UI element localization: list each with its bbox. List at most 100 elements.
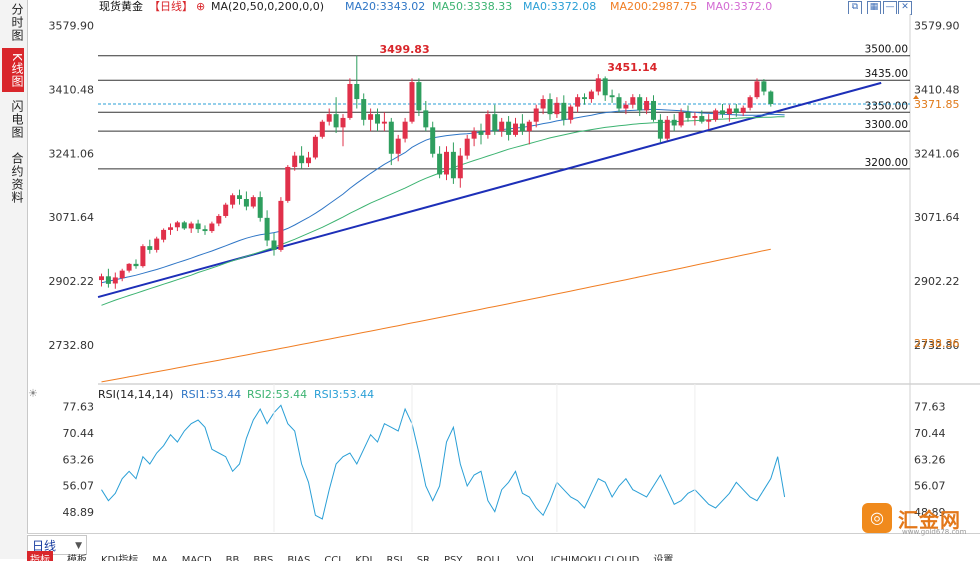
candle-body bbox=[126, 263, 132, 271]
candle-body bbox=[216, 215, 222, 224]
candle bbox=[478, 123, 484, 145]
candle-body bbox=[582, 97, 587, 100]
candle bbox=[306, 151, 311, 167]
tab-contract-info[interactable]: 合约资料 bbox=[10, 152, 24, 204]
period-tag: 【日线】 bbox=[149, 0, 193, 13]
period-select[interactable]: 日线 ▼ bbox=[27, 535, 87, 555]
candle-body bbox=[720, 110, 725, 115]
indicator-tab[interactable]: VOL bbox=[516, 555, 537, 561]
candle-body bbox=[588, 91, 594, 100]
indicator-tab[interactable]: ICHIMOKU CLOUD bbox=[550, 555, 640, 561]
candle-body bbox=[257, 197, 263, 218]
candle-body bbox=[230, 195, 236, 205]
candle bbox=[547, 93, 553, 120]
indicator-tab[interactable]: MA bbox=[152, 555, 168, 561]
indicator-tab[interactable]: 设置 bbox=[653, 555, 674, 561]
candle-body bbox=[361, 99, 367, 120]
candle-body bbox=[423, 110, 429, 128]
logo-text: 汇金网 bbox=[898, 508, 961, 532]
price-pane[interactable] bbox=[98, 14, 910, 384]
indicator-tab[interactable]: CCI bbox=[324, 555, 342, 561]
indicator-tab[interactable]: BB bbox=[225, 555, 240, 561]
tab-timeshare[interactable]: 分时图 bbox=[10, 2, 24, 42]
candle-body bbox=[112, 277, 118, 284]
candle-body bbox=[409, 82, 415, 122]
candle-body bbox=[319, 121, 325, 137]
indicator-tab[interactable]: KDJ指标 bbox=[101, 555, 139, 561]
indicator-tab[interactable]: 模板 bbox=[67, 555, 87, 561]
candle bbox=[464, 134, 470, 160]
candle bbox=[423, 100, 429, 132]
candle bbox=[678, 108, 684, 128]
candle-body bbox=[237, 195, 242, 199]
candle bbox=[554, 97, 560, 118]
indicator-tab[interactable]: BBS bbox=[253, 555, 274, 561]
candle-body bbox=[250, 197, 256, 207]
level-label-3350: 3350.00 bbox=[865, 100, 908, 112]
candle-body bbox=[326, 114, 332, 122]
candle-body bbox=[575, 97, 581, 107]
candle-body bbox=[119, 270, 125, 279]
ma50-value: MA50:3338.33 bbox=[432, 0, 513, 13]
candle-body bbox=[202, 229, 208, 232]
indicator-tab[interactable]: MACD bbox=[181, 555, 212, 561]
candle-body bbox=[616, 97, 622, 109]
high-annotation: 3451.14 bbox=[607, 61, 657, 74]
candle bbox=[644, 97, 650, 115]
candle-body bbox=[354, 83, 360, 100]
period-select-value: 日线 bbox=[32, 539, 57, 553]
indicator-tab[interactable]: ROLL bbox=[476, 555, 503, 561]
candle bbox=[119, 268, 125, 282]
candle bbox=[161, 228, 167, 243]
indicator-tab[interactable]: KDJ bbox=[355, 555, 373, 561]
candle-body bbox=[747, 97, 753, 108]
candle-body bbox=[685, 112, 691, 118]
candle bbox=[685, 105, 691, 122]
candle bbox=[326, 108, 332, 126]
restore-icon[interactable]: ⧉ bbox=[848, 1, 862, 15]
candle bbox=[112, 272, 118, 289]
candle-body bbox=[306, 157, 311, 164]
candle-body bbox=[381, 121, 387, 124]
candle bbox=[381, 112, 387, 132]
candle bbox=[561, 95, 567, 126]
rsi-tick-left: 48.89 bbox=[63, 506, 95, 519]
candle bbox=[747, 95, 753, 111]
candle-body bbox=[133, 263, 139, 267]
candle bbox=[354, 55, 360, 109]
candle bbox=[388, 117, 394, 166]
candle-body bbox=[602, 78, 608, 96]
candle bbox=[720, 103, 725, 118]
indicator-tab[interactable]: 指标 bbox=[27, 551, 53, 561]
candle bbox=[540, 95, 546, 115]
tab-kline[interactable]: K线图 bbox=[2, 48, 24, 92]
candle bbox=[450, 142, 456, 184]
candle-body bbox=[402, 121, 408, 139]
candle bbox=[250, 195, 256, 209]
indicator-tab[interactable]: PSY bbox=[444, 555, 463, 561]
candle bbox=[361, 93, 367, 126]
rsi-label: RSI(14,14,14) bbox=[98, 388, 173, 401]
candle bbox=[485, 110, 491, 139]
rsi-tick-left: 70.44 bbox=[63, 427, 95, 440]
candle-body bbox=[285, 166, 291, 201]
sun-icon[interactable]: ☀ bbox=[28, 387, 38, 400]
indicator-tab[interactable]: BIAS bbox=[287, 555, 311, 561]
tab-lightning[interactable]: 闪电图 bbox=[10, 99, 24, 139]
candle bbox=[713, 108, 719, 122]
candle bbox=[223, 202, 229, 218]
candle-body bbox=[561, 102, 567, 120]
level-label-3200: 3200.00 bbox=[865, 157, 908, 169]
price-tick-left: 2902.22 bbox=[49, 275, 95, 288]
indicator-tab[interactable]: SR bbox=[416, 555, 430, 561]
side-tab-bar: 分时图 K线图 闪电图 合约资料 bbox=[0, 0, 28, 559]
indicator-tab[interactable]: RSI bbox=[386, 555, 403, 561]
candle-body bbox=[292, 155, 298, 167]
candle bbox=[575, 94, 581, 113]
settings-icon[interactable]: ⊕ bbox=[196, 0, 206, 13]
ma0-value: MA0:3372.08 bbox=[523, 0, 597, 13]
candle bbox=[105, 268, 111, 288]
candle bbox=[526, 119, 532, 145]
candle bbox=[340, 114, 346, 147]
